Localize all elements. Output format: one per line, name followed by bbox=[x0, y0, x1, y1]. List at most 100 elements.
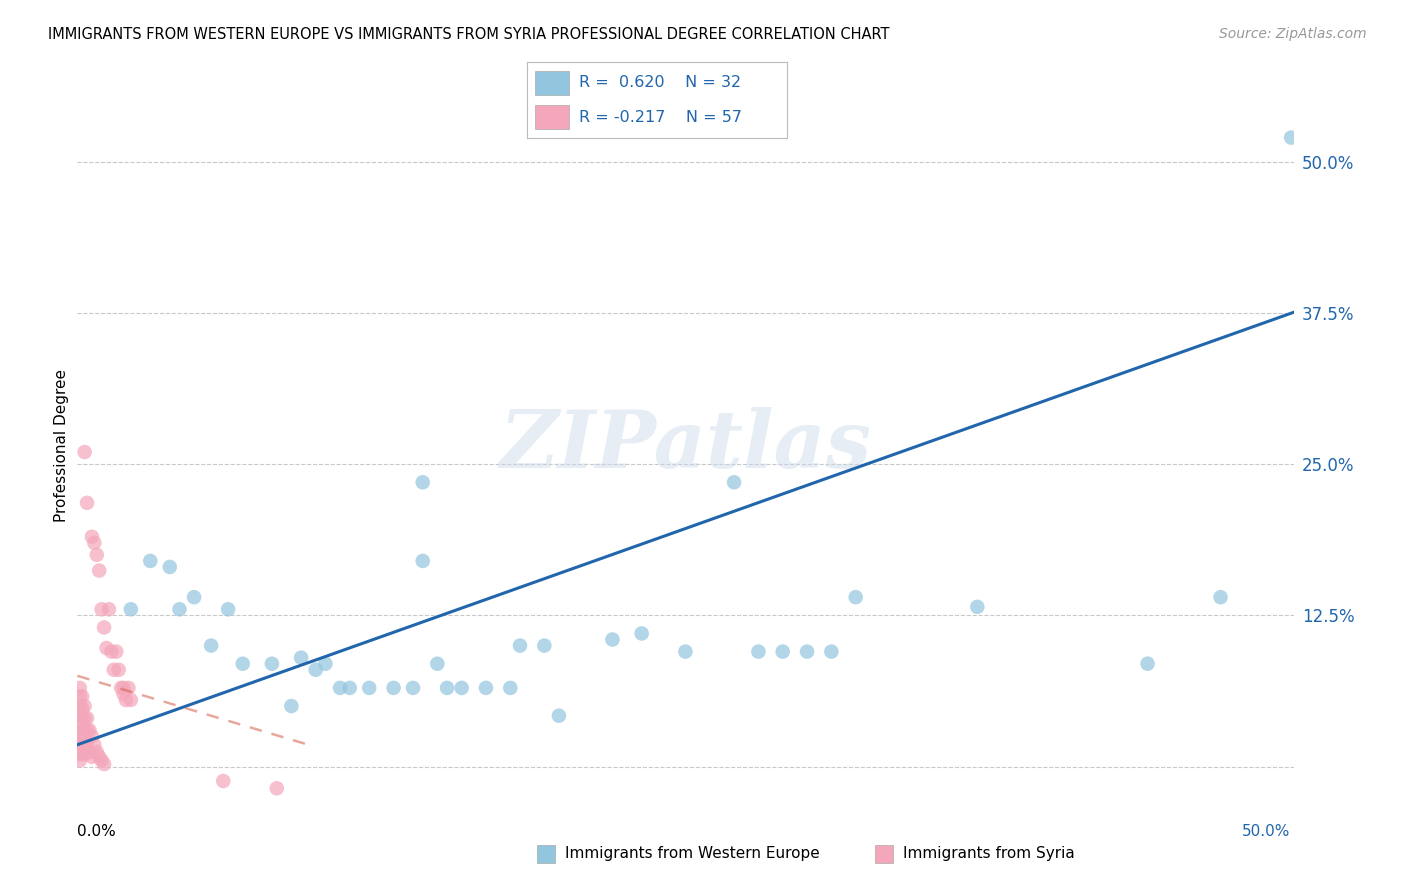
Point bbox=[183, 590, 205, 604]
Text: 0.0%: 0.0% bbox=[77, 824, 117, 838]
Point bbox=[966, 599, 988, 614]
Point bbox=[260, 657, 283, 671]
Point bbox=[89, 749, 111, 764]
Point bbox=[412, 475, 434, 490]
Point bbox=[70, 735, 93, 749]
Point bbox=[533, 639, 555, 653]
Point bbox=[86, 745, 108, 759]
Point bbox=[69, 699, 91, 714]
Point bbox=[630, 626, 652, 640]
Point bbox=[76, 496, 98, 510]
Point bbox=[675, 645, 697, 659]
Point bbox=[412, 554, 434, 568]
Point bbox=[509, 639, 531, 653]
Point bbox=[314, 657, 336, 671]
Text: 50.0%: 50.0% bbox=[1243, 824, 1291, 838]
Point bbox=[820, 645, 842, 659]
Point bbox=[115, 693, 138, 707]
Point bbox=[73, 735, 96, 749]
Point bbox=[70, 714, 93, 728]
Point bbox=[93, 757, 115, 772]
Point bbox=[83, 738, 105, 752]
Point bbox=[105, 645, 128, 659]
Point bbox=[499, 681, 522, 695]
Point bbox=[70, 725, 93, 739]
Point bbox=[290, 650, 312, 665]
Point bbox=[436, 681, 458, 695]
Point bbox=[217, 602, 239, 616]
Point bbox=[69, 740, 91, 755]
Point bbox=[747, 645, 769, 659]
Text: IMMIGRANTS FROM WESTERN EUROPE VS IMMIGRANTS FROM SYRIA PROFESSIONAL DEGREE CORR: IMMIGRANTS FROM WESTERN EUROPE VS IMMIGR… bbox=[48, 27, 890, 42]
Point bbox=[70, 690, 93, 704]
Point bbox=[450, 681, 472, 695]
Point bbox=[602, 632, 624, 647]
Point bbox=[159, 560, 181, 574]
Point bbox=[73, 699, 96, 714]
Y-axis label: Professional Degree: Professional Degree bbox=[53, 369, 69, 523]
Point bbox=[426, 657, 449, 671]
Text: R =  0.620    N = 32: R = 0.620 N = 32 bbox=[579, 76, 741, 90]
Point bbox=[169, 602, 191, 616]
Point bbox=[73, 711, 96, 725]
Point bbox=[475, 681, 498, 695]
Point bbox=[117, 681, 139, 695]
Point bbox=[73, 445, 96, 459]
Point bbox=[305, 663, 328, 677]
Point bbox=[329, 681, 352, 695]
Point bbox=[97, 602, 120, 616]
Point bbox=[110, 681, 132, 695]
Point bbox=[69, 717, 91, 731]
Text: ZIPatlas: ZIPatlas bbox=[499, 408, 872, 484]
Point bbox=[80, 749, 103, 764]
Point bbox=[796, 645, 818, 659]
Point bbox=[70, 745, 93, 759]
Point bbox=[1209, 590, 1232, 604]
Point bbox=[723, 475, 745, 490]
Point bbox=[139, 554, 162, 568]
Point bbox=[73, 747, 96, 762]
Point bbox=[112, 681, 135, 695]
Point bbox=[90, 602, 112, 616]
Point bbox=[86, 548, 108, 562]
Point bbox=[69, 681, 91, 695]
Point bbox=[845, 590, 868, 604]
Point bbox=[79, 745, 101, 759]
Point bbox=[90, 754, 112, 768]
Point bbox=[359, 681, 381, 695]
Point bbox=[100, 645, 122, 659]
Point bbox=[80, 729, 103, 743]
Point bbox=[76, 723, 98, 738]
Text: Immigrants from Syria: Immigrants from Syria bbox=[903, 847, 1074, 861]
Point bbox=[772, 645, 794, 659]
Point bbox=[76, 735, 98, 749]
Point bbox=[1136, 657, 1159, 671]
Point bbox=[266, 781, 288, 796]
Text: R = -0.217    N = 57: R = -0.217 N = 57 bbox=[579, 110, 742, 125]
Point bbox=[69, 754, 91, 768]
Point bbox=[89, 564, 111, 578]
Point bbox=[70, 701, 93, 715]
Point bbox=[69, 708, 91, 723]
Text: Source: ZipAtlas.com: Source: ZipAtlas.com bbox=[1219, 27, 1367, 41]
Point bbox=[69, 725, 91, 739]
Point bbox=[103, 663, 125, 677]
Point bbox=[280, 699, 302, 714]
Point bbox=[548, 708, 571, 723]
Point bbox=[69, 690, 91, 704]
Point bbox=[76, 711, 98, 725]
Point bbox=[112, 687, 135, 701]
Point bbox=[120, 602, 142, 616]
Point bbox=[402, 681, 425, 695]
Point bbox=[212, 774, 235, 789]
Point bbox=[120, 693, 142, 707]
Point bbox=[339, 681, 361, 695]
Point bbox=[80, 530, 103, 544]
Point bbox=[1279, 130, 1302, 145]
Point bbox=[79, 723, 101, 738]
Text: Immigrants from Western Europe: Immigrants from Western Europe bbox=[565, 847, 820, 861]
Point bbox=[96, 640, 118, 655]
Point bbox=[83, 535, 105, 549]
Point bbox=[69, 747, 91, 762]
Bar bbox=[536, 70, 569, 95]
